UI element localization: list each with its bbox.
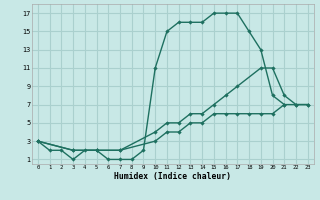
X-axis label: Humidex (Indice chaleur): Humidex (Indice chaleur) [114, 172, 231, 181]
